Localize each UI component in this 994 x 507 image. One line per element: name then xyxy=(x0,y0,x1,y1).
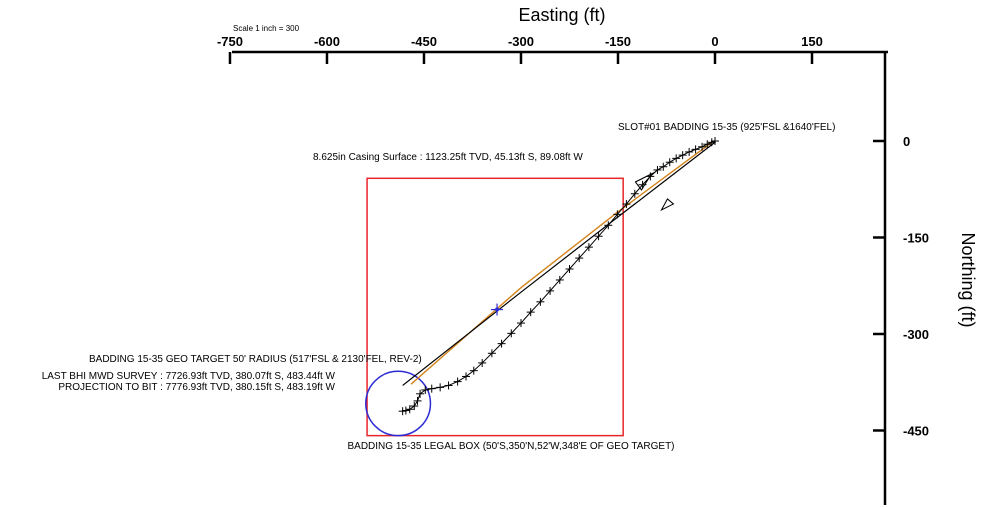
survey-point xyxy=(497,339,506,348)
survey-point xyxy=(416,389,425,398)
survey-point xyxy=(613,210,622,219)
x-tick-label: 150 xyxy=(801,34,823,49)
y-tick-label: -450 xyxy=(903,423,929,438)
survey-point xyxy=(691,145,700,154)
x-tick-label: 0 xyxy=(711,34,718,49)
survey-point xyxy=(707,138,716,147)
plan-line-path xyxy=(402,141,716,386)
geo-target-label: BADDING 15-35 GEO TARGET 50' RADIUS (517… xyxy=(89,354,422,365)
plan-line xyxy=(402,141,716,386)
survey-point xyxy=(469,366,478,375)
casing-label: 8.625in Casing Surface : 1123.25ft TVD, … xyxy=(313,152,583,163)
survey-point xyxy=(622,200,631,209)
casing-shoe-leader xyxy=(635,171,656,183)
survey-point xyxy=(659,162,668,171)
y-axis-title: Northing (ft) xyxy=(958,232,978,327)
survey-point xyxy=(444,381,453,390)
blue-target-marker xyxy=(491,303,504,316)
survey-point xyxy=(546,286,555,295)
survey-point xyxy=(698,142,707,151)
x-axis-title: Easting (ft) xyxy=(518,5,605,25)
survey-point xyxy=(575,254,584,263)
survey-point xyxy=(507,329,516,338)
legal-box xyxy=(366,177,624,437)
survey-point xyxy=(536,297,545,306)
x-tick-label: -300 xyxy=(508,34,534,49)
projection-label: PROJECTION TO BIT : 7776.93ft TVD, 380.1… xyxy=(58,382,335,393)
survey-point xyxy=(594,232,603,241)
survey-point xyxy=(410,402,419,411)
slot-label: SLOT#01 BADDING 15-35 (925'FSL &1640'FEL… xyxy=(618,122,835,133)
survey-point xyxy=(516,319,525,328)
survey-point xyxy=(685,147,694,156)
survey-point xyxy=(462,372,471,381)
x-tick-label: -750 xyxy=(217,34,243,49)
survey-point xyxy=(398,407,407,416)
survey-point xyxy=(604,221,613,230)
y-axis-ticks: 0 -150 -300 -450 xyxy=(873,134,929,438)
survey-point xyxy=(421,385,430,394)
survey-point xyxy=(478,358,487,367)
survey-point xyxy=(436,383,445,392)
x-tick-label: -450 xyxy=(411,34,437,49)
survey-point xyxy=(565,265,574,274)
survey-path xyxy=(402,140,716,412)
geo-target-ring xyxy=(365,370,432,437)
geo-target-circle xyxy=(365,370,432,437)
survey-point xyxy=(665,158,674,167)
scale-note: Scale 1 inch = 300 xyxy=(233,24,300,33)
y-tick-label: -150 xyxy=(903,230,929,245)
survey-point xyxy=(630,189,639,198)
survey-point xyxy=(711,137,719,145)
survey-point xyxy=(427,384,436,393)
survey-point xyxy=(678,151,687,160)
y-tick-label: -300 xyxy=(903,327,929,342)
legal-box-label: BADDING 15-35 LEGAL BOX (50'S,350'N,52'W… xyxy=(347,441,674,452)
survey-point xyxy=(672,154,681,163)
survey-point xyxy=(703,140,712,149)
legal-box-rect xyxy=(366,177,624,437)
survey-point xyxy=(405,405,414,414)
casing-shoe-triangle-2 xyxy=(660,198,675,212)
survey-point xyxy=(487,349,496,358)
x-tick-label: -150 xyxy=(605,34,631,49)
blue-marker-dot xyxy=(495,307,500,312)
survey-point xyxy=(584,243,593,252)
survey-point xyxy=(555,275,564,284)
survey-point xyxy=(653,165,662,174)
survey-point xyxy=(453,377,462,386)
casing-shoe-marker xyxy=(634,171,675,212)
x-tick-label: -600 xyxy=(314,34,340,49)
survey-markers xyxy=(398,137,719,416)
y-tick-label: 0 xyxy=(903,134,910,149)
last-survey-label: LAST BHI MWD SURVEY : 7726.93ft TVD, 380… xyxy=(42,371,336,382)
x-axis-ticks: -750 -600 -450 -300 -150 0 150 xyxy=(217,34,823,64)
survey-point xyxy=(401,406,410,415)
survey-point xyxy=(526,308,535,317)
survey-point xyxy=(413,396,422,405)
